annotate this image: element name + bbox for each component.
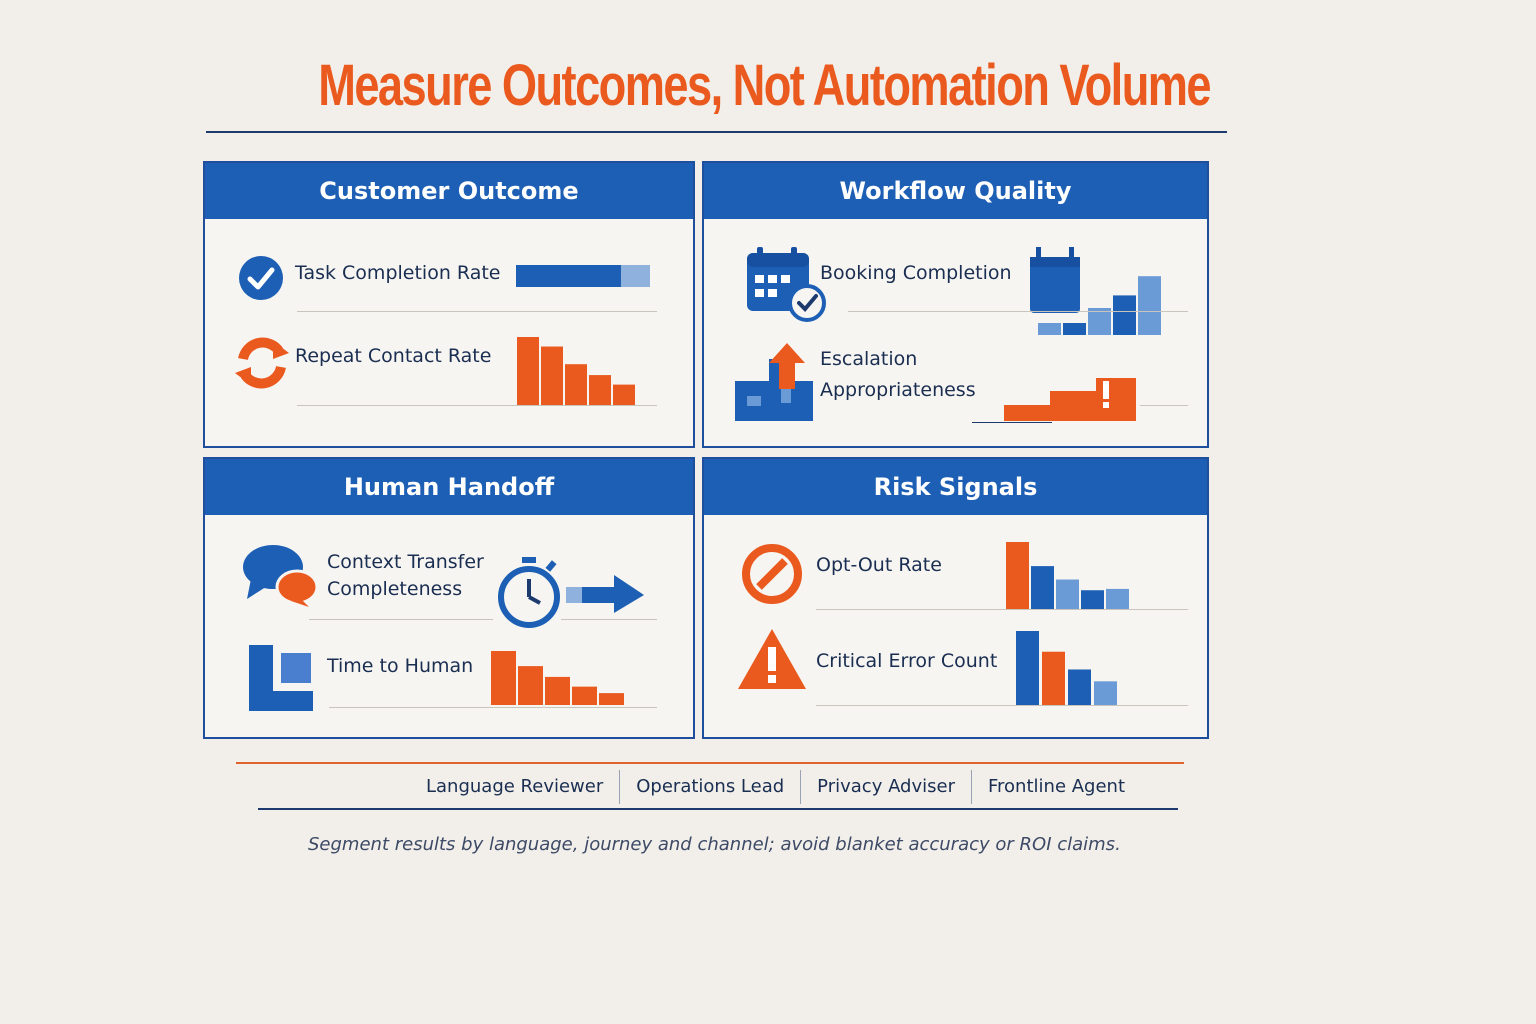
role-frontline-agent: Frontline Agent (988, 776, 1126, 797)
chart-bar (589, 375, 611, 405)
metric-label-repeat-contact-rate: Repeat Contact Rate (295, 345, 492, 367)
role-divider (619, 770, 621, 804)
chat-bubbles-icon (243, 545, 317, 607)
footnote: Segment results by language, journey and… (308, 834, 1121, 855)
chart-bar (613, 384, 635, 405)
metric-label-critical-error-count: Critical Error Count (816, 650, 998, 672)
escalation-arrow-icon (735, 343, 813, 421)
booking-completion-bar-chart (1038, 276, 1161, 335)
metric-separator (297, 311, 657, 312)
handoff-window-icon (249, 645, 313, 711)
metric-separator (297, 405, 657, 406)
escalation-step-bar-chart (1004, 378, 1136, 421)
chart-bar (599, 693, 624, 705)
chart-bar (491, 651, 516, 705)
chart-bar (1113, 295, 1136, 335)
title-divider (206, 131, 1227, 133)
stopwatch-arrow-icon (498, 557, 644, 628)
metric-label-opt-out-rate: Opt-Out Rate (816, 554, 942, 576)
metric-label-task-completion-rate: Task Completion Rate (295, 262, 501, 284)
panel-customer-outcome: Customer Outcome Task Completion Rate Re… (203, 161, 695, 448)
panel-heading: Human Handoff (205, 459, 693, 515)
task-completion-progress-bar (516, 265, 650, 287)
repeat-contact-bar-chart (517, 337, 635, 405)
time-to-human-bar-chart (491, 651, 624, 705)
role-privacy-adviser: Privacy Adviser (817, 776, 955, 797)
metric-separator (848, 311, 1188, 312)
chart-bar (1088, 308, 1111, 335)
chart-bar (1094, 681, 1117, 705)
chart-bar (541, 346, 563, 405)
panel-heading: Workflow Quality (704, 163, 1207, 219)
chart-bar (1068, 669, 1091, 705)
chart-bar (1063, 323, 1086, 335)
task-completion-progress-fill (516, 265, 621, 287)
prohibited-icon (742, 544, 802, 604)
metric-label-context-transfer-line1: Context Transfer (327, 551, 484, 573)
metric-label-booking-completion: Booking Completion (820, 262, 1012, 284)
chart-bar (1031, 566, 1054, 609)
metric-separator (329, 707, 657, 708)
panel-heading: Customer Outcome (205, 163, 693, 219)
chart-bar (1038, 323, 1061, 335)
chart-bar (1138, 276, 1161, 335)
warning-triangle-icon (738, 629, 806, 689)
metric-label-escalation-line2: Appropriateness (820, 379, 976, 401)
metric-separator (309, 619, 493, 620)
panel-heading: Risk Signals (704, 459, 1207, 515)
chart-bar (518, 666, 543, 705)
chart-bar (1042, 651, 1065, 705)
chart-bar (1096, 378, 1136, 421)
role-divider (971, 770, 972, 804)
metric-separator (561, 619, 657, 620)
chart-bar (1006, 542, 1029, 609)
calendar-icon (1030, 247, 1080, 313)
opt-out-bar-chart (1006, 542, 1129, 609)
chart-bar (565, 364, 587, 405)
panel-human-handoff: Human Handoff Context Transfer Completen… (203, 457, 695, 739)
exclamation-icon (1103, 381, 1109, 408)
metric-separator (816, 609, 1188, 610)
role-operations-lead: Operations Lead (636, 776, 785, 797)
chart-bar (572, 686, 597, 705)
role-divider (800, 770, 802, 804)
metric-separator (1140, 405, 1188, 406)
page-title: Measure Outcomes, Not Automation Volume (318, 53, 1211, 118)
panel-workflow-quality: Workflow Quality Booking Completion Esca… (702, 161, 1209, 448)
chart-bar (1106, 588, 1129, 609)
roles-list: Language Reviewer Operations Lead Privac… (410, 770, 1141, 804)
metric-label-context-transfer-line2: Completeness (327, 578, 463, 600)
chart-bar (1081, 590, 1104, 609)
chart-bar (1050, 391, 1096, 421)
chart-bar (517, 337, 539, 405)
panel-risk-signals: Risk Signals Opt-Out Rate Critical Error… (702, 457, 1209, 739)
role-language-reviewer: Language Reviewer (426, 776, 604, 797)
chart-bar (1004, 405, 1050, 421)
calendar-check-icon (747, 247, 826, 322)
chart-bar (1056, 579, 1079, 609)
critical-error-bar-chart (1016, 631, 1117, 705)
roles-top-rule (236, 762, 1184, 764)
roles-bottom-rule (258, 808, 1178, 810)
refresh-icon (235, 337, 289, 389)
metric-baseline (972, 422, 1052, 423)
chart-bar (1016, 631, 1039, 705)
metric-label-escalation-line1: Escalation (820, 348, 918, 370)
metric-label-time-to-human: Time to Human (327, 655, 474, 677)
check-circle-icon (239, 256, 283, 300)
chart-bar (545, 676, 570, 705)
metric-separator (816, 705, 1188, 706)
